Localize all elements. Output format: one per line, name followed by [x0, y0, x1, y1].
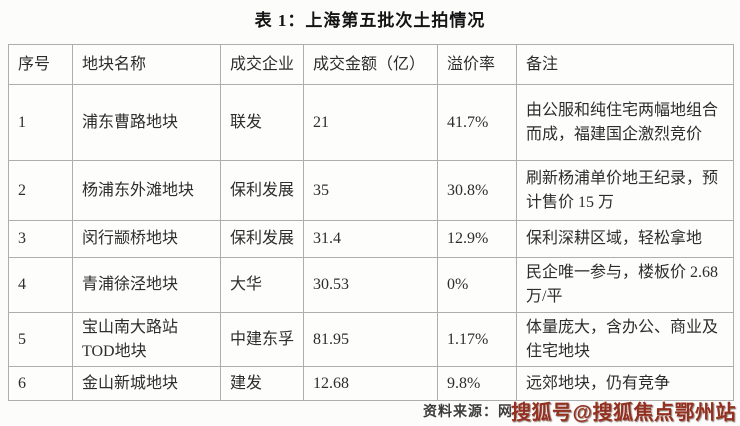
- header-amount: 成交金额（亿）: [303, 44, 438, 85]
- header-no: 序号: [8, 44, 73, 85]
- cell-company: 保利发展: [220, 220, 304, 258]
- cell-no: 2: [8, 160, 73, 221]
- table-row: 4 青浦徐泾地块 大华 30.53 0% 民企唯一参与，楼板价 2.68 万/平: [8, 257, 734, 313]
- cell-name: 宝山南大路站 TOD地块: [72, 312, 221, 367]
- header-note: 备注: [516, 44, 734, 85]
- land-auction-table: 序号 地块名称 成交企业 成交金额（亿） 溢价率 备注 1 浦东曹路地块 联发 …: [8, 44, 734, 401]
- cell-amount: 30.53: [303, 257, 438, 313]
- cell-no: 3: [8, 220, 73, 258]
- cell-note: 由公服和纯住宅两幅地组合而成，福建国企激烈竞价: [516, 84, 734, 161]
- cell-amount: 31.4: [303, 220, 438, 258]
- cell-company: 联发: [220, 84, 304, 161]
- cell-name: 青浦徐泾地块: [72, 257, 221, 313]
- table-row: 6 金山新城地块 建发 12.68 9.8% 远郊地块，仍有竞争: [8, 366, 734, 401]
- cell-name: 金山新城地块: [72, 366, 221, 401]
- cell-premium: 12.9%: [437, 220, 517, 258]
- table-title: 表 1：上海第五批次土拍情况: [254, 11, 486, 30]
- cell-amount: 81.95: [303, 312, 438, 367]
- cell-no: 6: [8, 366, 73, 401]
- table-header-row: 序号 地块名称 成交企业 成交金额（亿） 溢价率 备注: [8, 44, 734, 85]
- cell-no: 4: [8, 257, 73, 313]
- header-premium: 溢价率: [437, 44, 517, 85]
- footer: 资料来源：网 搜狐号@搜狐焦点鄂州站: [423, 396, 736, 425]
- cell-note: 远郊地块，仍有竞争: [516, 366, 734, 401]
- cell-note: 刷新杨浦单价地王纪录，预计售价 15 万: [516, 160, 734, 221]
- cell-amount: 21: [303, 84, 438, 161]
- cell-premium: 9.8%: [437, 366, 517, 401]
- cell-company: 保利发展: [220, 160, 304, 221]
- cell-company: 中建东孚: [220, 312, 304, 367]
- cell-note: 保利深耕区域，轻松拿地: [516, 220, 734, 258]
- table-row: 1 浦东曹路地块 联发 21 41.7% 由公服和纯住宅两幅地组合而成，福建国企…: [8, 84, 734, 161]
- cell-premium: 30.8%: [437, 160, 517, 221]
- cell-premium: 41.7%: [437, 84, 517, 161]
- table-row: 2 杨浦东外滩地块 保利发展 35 30.8% 刷新杨浦单价地王纪录，预计售价 …: [8, 160, 734, 221]
- table-row: 5 宝山南大路站 TOD地块 中建东孚 81.95 1.17% 体量庞大，含办公…: [8, 312, 734, 367]
- header-name: 地块名称: [72, 44, 221, 85]
- cell-amount: 12.68: [303, 366, 438, 401]
- cell-name: 浦东曹路地块: [72, 84, 221, 161]
- cell-company: 建发: [220, 366, 304, 401]
- cell-company: 大华: [220, 257, 304, 313]
- cell-premium: 1.17%: [437, 312, 517, 367]
- cell-note: 民企唯一参与，楼板价 2.68 万/平: [516, 257, 734, 313]
- cell-no: 1: [8, 84, 73, 161]
- cell-premium: 0%: [437, 257, 517, 313]
- cell-name: 杨浦东外滩地块: [72, 160, 221, 221]
- sohu-watermark: 搜狐号@搜狐焦点鄂州站: [510, 402, 736, 424]
- header-company: 成交企业: [220, 44, 304, 85]
- cell-no: 5: [8, 312, 73, 367]
- table-row: 3 闵行颛桥地块 保利发展 31.4 12.9% 保利深耕区域，轻松拿地: [8, 220, 734, 258]
- cell-name: 闵行颛桥地块: [72, 220, 221, 258]
- cell-note: 体量庞大，含办公、商业及住宅地块: [516, 312, 734, 367]
- source-label: 资料来源：网: [422, 404, 513, 420]
- cell-amount: 35: [303, 160, 438, 221]
